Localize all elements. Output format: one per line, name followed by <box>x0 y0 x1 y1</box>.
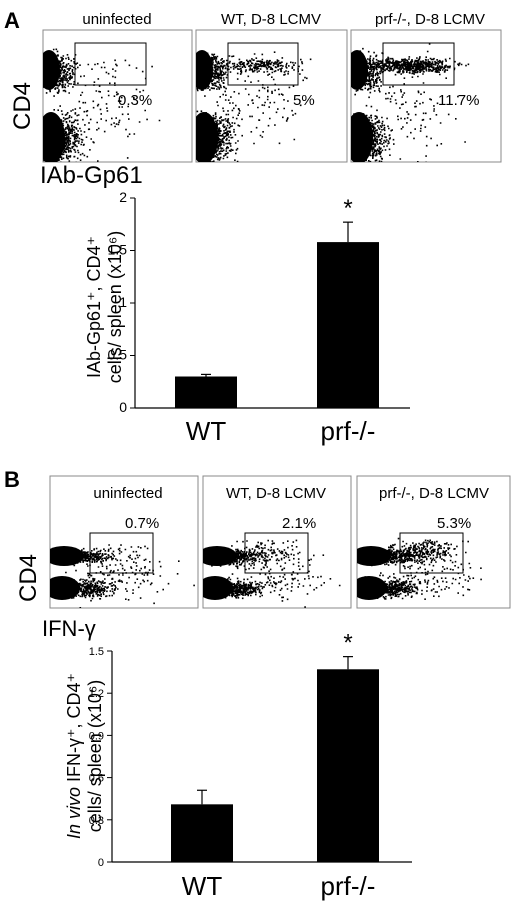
panel-a-letter: A <box>4 8 20 33</box>
gate-percent: 5.3% <box>437 515 471 532</box>
gate-box <box>382 42 455 86</box>
x-tick-label: WT <box>186 416 227 446</box>
y-tick-label: 0.6 <box>89 773 104 785</box>
bar <box>171 804 233 862</box>
gate-box <box>89 532 154 574</box>
gate-percent: 0.7% <box>125 515 159 532</box>
y-tick-label: 0 <box>98 857 104 869</box>
flow-frame <box>202 475 352 609</box>
y-tick-label: 0.3 <box>89 815 104 827</box>
flow-event-dots <box>203 539 341 608</box>
flow-events <box>50 544 195 608</box>
bar <box>175 376 237 408</box>
y-axis-label-line-1: In vivo IFN-γ⁺, CD4⁺ <box>64 673 84 839</box>
panel-b: B uninfected 0.7% WT, D-8 LCMV 2.1% prf-… <box>4 467 511 901</box>
gate-percent: 5% <box>293 92 315 109</box>
y-axis-label-line-2: cells/ spleen (x10⁶) <box>105 231 125 383</box>
x-tick-label: prf-/- <box>321 416 376 446</box>
significance-asterisk: * <box>343 195 352 222</box>
y-axis-label-line-1: IAb-Gp61⁺, CD4⁺ <box>84 236 104 378</box>
flow-event-dots <box>196 50 312 162</box>
flow-title: uninfected <box>82 11 151 28</box>
bar <box>317 669 379 862</box>
flow-x-label: IAb-Gp61 <box>40 162 143 189</box>
flow-events <box>357 537 482 600</box>
x-tick-label: prf-/- <box>321 871 376 901</box>
flow-events <box>43 48 161 162</box>
flow-plot-b-1: uninfected 0.7% <box>49 475 199 609</box>
bar-chart-a: IAb-Gp61⁺, CD4⁺ cells/ spleen (x10⁶) 0 0.… <box>84 189 410 446</box>
bar <box>317 242 379 408</box>
gate-box <box>227 42 299 86</box>
flow-title: uninfected <box>93 485 162 502</box>
flow-events <box>196 50 312 162</box>
flow-title: WT, D-8 LCMV <box>226 485 326 502</box>
flow-dots <box>43 48 161 162</box>
panel-b-letter: B <box>4 467 20 492</box>
flow-y-label: CD4 <box>9 82 36 130</box>
y-tick-label: 2 <box>119 189 127 205</box>
flow-dots <box>357 537 482 600</box>
y-axis-label-line-2: cells/ spleen (x10⁶) <box>85 680 105 832</box>
flow-events <box>203 539 341 608</box>
flow-event-dots <box>351 43 470 162</box>
y-tick-label: 0.5 <box>108 347 128 363</box>
flow-plot-b-3: prf-/-, D-8 LCMV 5.3% <box>356 475 511 609</box>
significance-asterisk: * <box>343 630 352 657</box>
flow-event-dots <box>50 544 195 608</box>
flow-plot-b-2: WT, D-8 LCMV 2.1% <box>202 475 352 609</box>
panel-a: A uninfected 0.3% WT, D-8 LCMV 5% prf-/-… <box>4 8 502 446</box>
y-tick-label: 0 <box>119 399 127 415</box>
gate-percent: 11.7% <box>438 92 479 109</box>
flow-dots <box>351 43 470 162</box>
bar-chart-b: In vivo IFN-γ⁺, CD4⁺ cells/ spleen (x10⁶… <box>64 630 412 901</box>
flow-dots <box>196 50 312 162</box>
gate-box <box>399 532 464 574</box>
x-tick-label: WT <box>182 871 223 901</box>
flow-event-dots <box>357 537 482 600</box>
flow-title: prf-/-, D-8 LCMV <box>379 485 489 502</box>
gate-percent: 2.1% <box>282 515 316 532</box>
flow-event-dots <box>43 48 161 162</box>
flow-frame <box>49 475 199 609</box>
gate-box <box>74 42 147 86</box>
y-axis-label-rest: IFN-γ⁺, CD4⁺ <box>64 673 84 787</box>
y-tick-label: 1 <box>119 294 127 310</box>
y-tick-label: 1.2 <box>89 688 104 700</box>
gate-box <box>244 532 309 574</box>
flow-x-label: IFN-γ <box>42 616 96 641</box>
flow-plot-a-3: prf-/-, D-8 LCMV 11.7% <box>350 11 502 163</box>
y-axis-label-italic: In vivo <box>64 787 84 839</box>
flow-events <box>351 43 470 162</box>
y-tick-label: 1.5 <box>108 242 128 258</box>
flow-dots <box>50 544 195 608</box>
flow-title: prf-/-, D-8 LCMV <box>375 11 485 28</box>
flow-dots <box>203 539 341 608</box>
flow-frame <box>356 475 511 609</box>
gate-percent: 0.3% <box>118 92 152 109</box>
flow-plot-a-2: WT, D-8 LCMV 5% <box>195 11 348 163</box>
y-tick-label: 0.9 <box>89 730 104 742</box>
flow-title: WT, D-8 LCMV <box>221 11 321 28</box>
flow-frame <box>195 29 348 163</box>
flow-frame <box>42 29 193 163</box>
flow-y-label: CD4 <box>15 554 42 602</box>
y-tick-label: 1.5 <box>89 646 104 658</box>
flow-plot-a-1: uninfected 0.3% <box>42 11 193 163</box>
